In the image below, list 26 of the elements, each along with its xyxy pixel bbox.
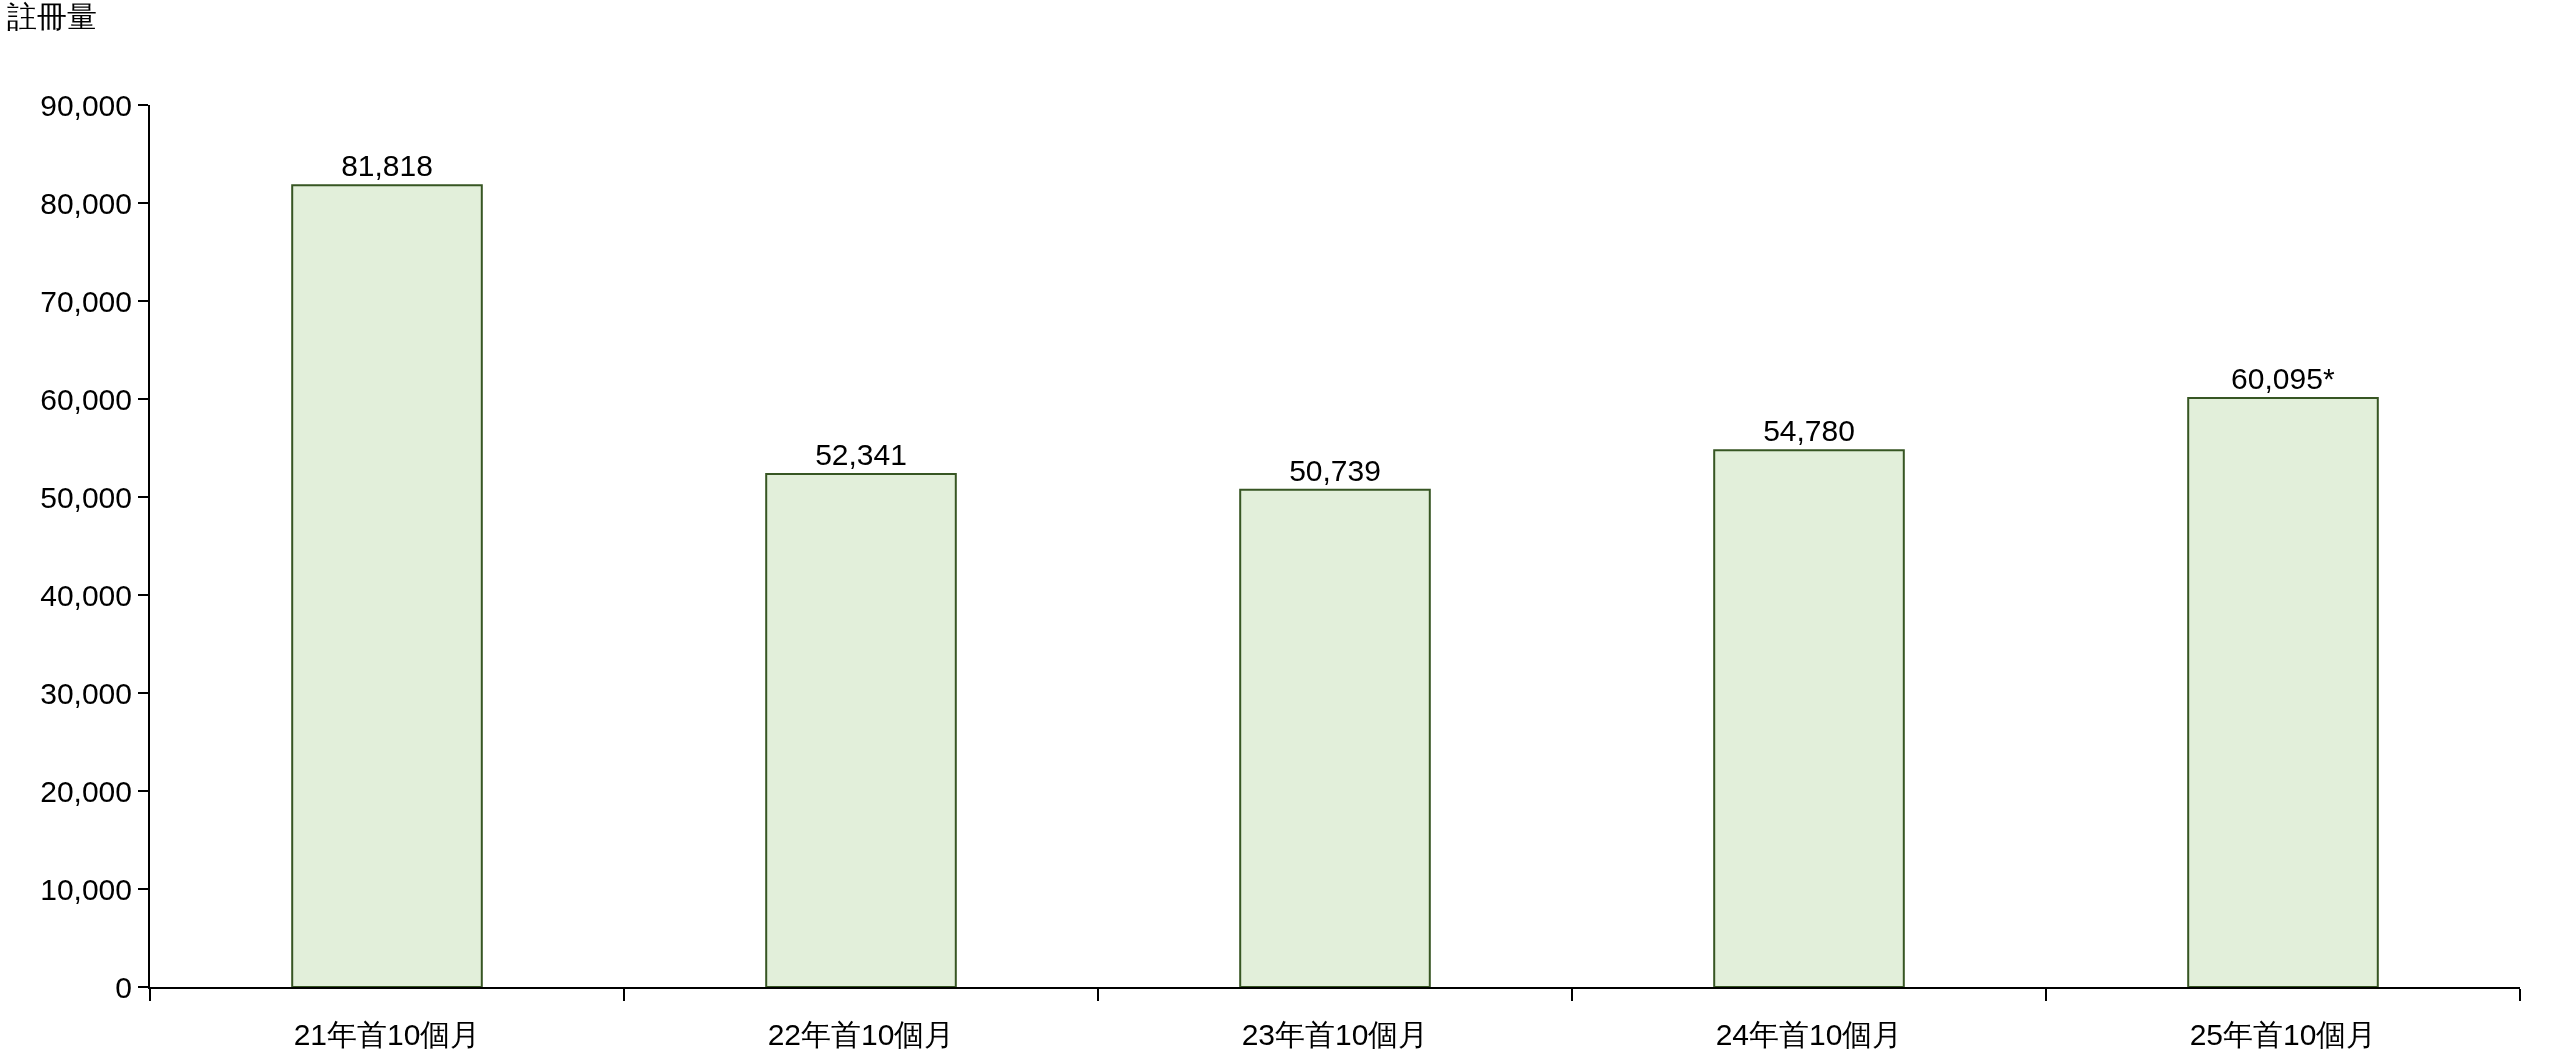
y-tick-label: 20,000 [40,774,132,808]
data-label: 50,739 [1289,453,1381,487]
data-label: 54,780 [1763,414,1855,448]
y-tick-label: 30,000 [40,676,132,710]
y-tick-label: 70,000 [40,284,132,318]
x-tick-label: 21年首10個月 [293,1018,481,1051]
x-tick-label: 25年首10個月 [2189,1018,2377,1051]
bar [765,473,957,987]
y-tick-label: 40,000 [40,578,132,612]
y-tick-label: 80,000 [40,186,132,220]
x-tick-label: 24年首10個月 [1715,1018,1903,1051]
bar [2187,397,2379,987]
y-axis-title: 註冊量 [7,0,97,33]
bar [291,184,483,987]
y-tick-label: 60,000 [40,382,132,416]
data-label: 60,095* [2231,362,2335,396]
x-tick-label: 23年首10個月 [1241,1018,1429,1051]
data-label: 81,818 [341,149,433,183]
y-tick-label: 50,000 [40,480,132,514]
y-tick-label: 90,000 [40,88,132,122]
x-tick-label: 22年首10個月 [767,1018,955,1051]
y-tick-label: 10,000 [40,872,132,906]
bar [1239,488,1431,987]
data-label: 52,341 [815,438,907,472]
y-tick-label: 0 [115,970,132,1004]
bar [1713,449,1905,987]
